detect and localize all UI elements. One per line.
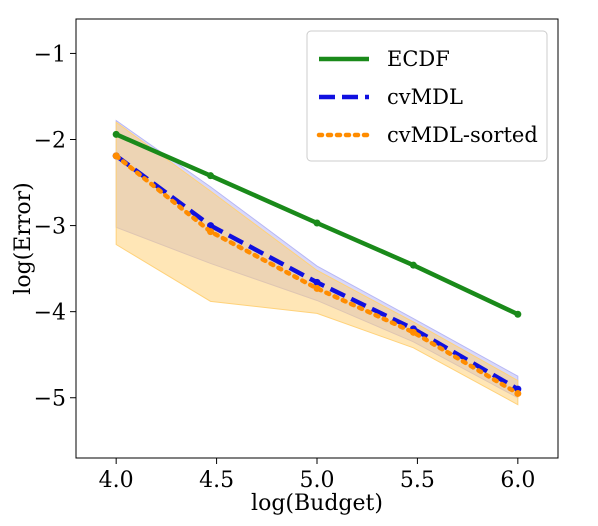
y-tick-label: −4 [34, 301, 66, 326]
y-axis-ticks: −1 −2 −3 −4 −5 [34, 42, 76, 412]
legend-box [306, 30, 548, 162]
point-cvmdl-sorted [207, 228, 215, 236]
y-axis-label: log(Error) [11, 182, 36, 294]
point-cvmdl [313, 278, 321, 286]
point-ecdf [514, 310, 522, 318]
point-ecdf [409, 261, 417, 269]
x-tick-label: 4.0 [99, 468, 134, 493]
point-cvmdl-sorted [112, 152, 120, 160]
x-tick-label: 5.0 [300, 468, 335, 493]
x-axis-label: log(Budget) [251, 491, 383, 516]
y-tick-label: −2 [34, 129, 66, 154]
y-tick-label: −3 [34, 215, 66, 240]
point-cvmdl-sorted [409, 328, 417, 336]
legend-label-ecdf: ECDF [387, 47, 450, 71]
legend: ECDF cvMDL cvMDL-sorted [306, 30, 548, 162]
x-tick-label: 5.5 [400, 468, 435, 493]
x-tick-label: 6.0 [500, 468, 535, 493]
legend-label-cvmdl-sorted: cvMDL-sorted [387, 123, 538, 147]
point-cvmdl-sorted [514, 389, 522, 397]
legend-label-cvmdl: cvMDL [387, 85, 463, 109]
point-ecdf [112, 130, 120, 138]
point-ecdf [313, 219, 321, 227]
y-tick-label: −1 [34, 42, 66, 67]
point-cvmdl-sorted [313, 284, 321, 292]
x-tick-label: 4.5 [199, 468, 234, 493]
confidence-bands [115, 119, 519, 406]
point-ecdf [207, 172, 215, 180]
x-axis-ticks: 4.0 4.5 5.0 5.5 6.0 [99, 458, 535, 493]
series-lines [112, 130, 522, 397]
y-tick-label: −5 [34, 387, 66, 412]
